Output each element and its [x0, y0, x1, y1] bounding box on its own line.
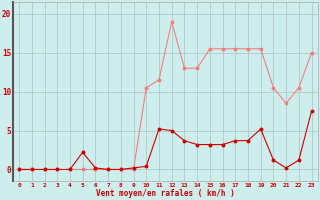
X-axis label: Vent moyen/en rafales ( km/h ): Vent moyen/en rafales ( km/h ) [96, 189, 235, 198]
